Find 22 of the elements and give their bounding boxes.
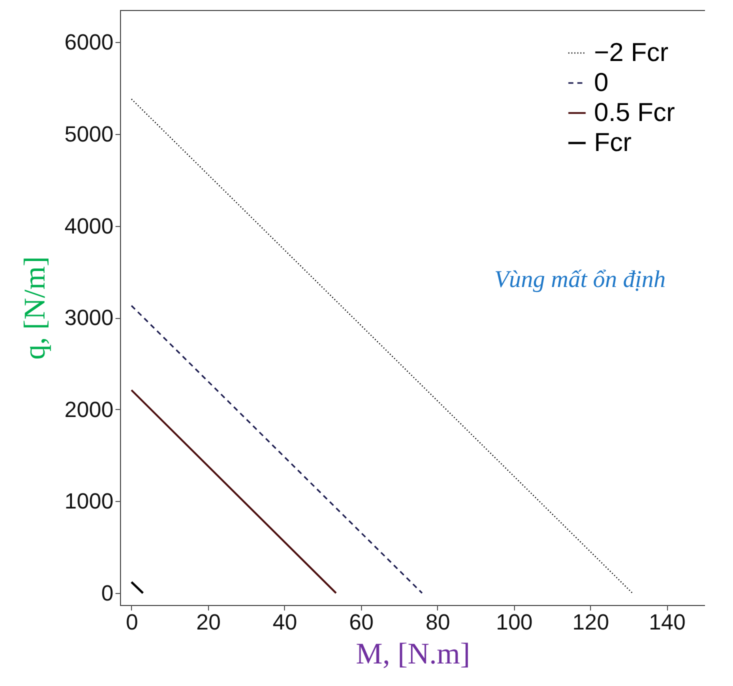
x-tick-label: 100 (496, 610, 533, 634)
legend-label: Fcr (594, 127, 632, 157)
x-tick-label: 80 (426, 610, 450, 634)
y-tick-label: 0 (101, 580, 114, 606)
y-tick-label: 6000 (64, 30, 114, 55)
y-axis-title: q, [N/m] (18, 256, 52, 360)
y-tick-label: 3000 (64, 305, 114, 330)
y-tick-label: 1000 (64, 488, 114, 514)
x-tick-label: 20 (196, 610, 221, 634)
x-tick-label: 120 (572, 610, 610, 634)
x-tick-label: 60 (349, 610, 374, 634)
x-tick-label: 140 (648, 610, 686, 634)
y-tick-label: 2000 (64, 396, 114, 422)
x-tick-label: 40 (272, 610, 298, 634)
legend-label: −2 Fcr (594, 37, 669, 67)
x-tick-label: 0 (126, 610, 138, 634)
x-axis-title: M, [N.m] (356, 638, 470, 670)
annotation: Vùng mất ổn định (494, 267, 666, 293)
legend-label: 0.5 Fcr (594, 97, 676, 127)
legend-label: 0 (594, 67, 608, 97)
y-tick-label: 5000 (64, 121, 114, 146)
y-tick-label: 4000 (64, 213, 114, 238)
